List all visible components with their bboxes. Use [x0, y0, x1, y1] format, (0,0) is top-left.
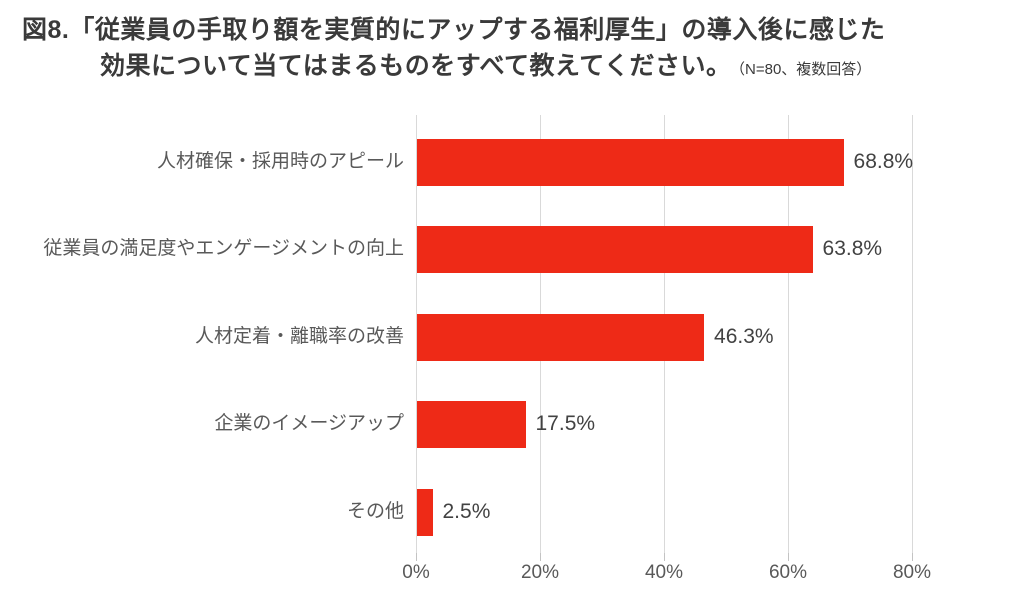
x-axis-label: 0% — [402, 562, 430, 583]
chart-title: 図8.「従業員の手取り額を実質的にアップする福利厚生」の導入後に感じた 効果につ… — [22, 12, 1012, 85]
value-label: 63.8% — [822, 237, 883, 260]
chart-title-line2-text: 効果について当てはまるものをすべて教えてください。 — [100, 52, 732, 81]
value-label: 46.3% — [714, 325, 774, 348]
bar-row: 企業のイメージアップ 17.5% — [0, 380, 1026, 468]
bar-row: その他 2.5% — [0, 468, 1026, 556]
tick-mark-40pct — [664, 553, 665, 561]
chart-title-line1: 図8.「従業員の手取り額を実質的にアップする福利厚生」の導入後に感じた — [22, 16, 886, 44]
value-label: 17.5% — [535, 412, 596, 435]
category-label: その他 — [346, 500, 404, 522]
tick-mark-80pct — [912, 553, 913, 561]
x-axis-label: 40% — [644, 562, 684, 583]
bar-row: 人材確保・採用時のアピール 68.8% — [0, 118, 1026, 206]
category-label: 人材定着・離職率の改善 — [194, 325, 404, 347]
tick-mark-60pct — [788, 553, 789, 561]
x-axis: 0% 20% 40% 60% 80% — [402, 562, 1026, 590]
bar-row: 従業員の満足度やエンゲージメントの向上 63.8% — [0, 205, 1026, 293]
bar — [417, 225, 813, 273]
gridline-0pct — [416, 115, 417, 553]
bar-row: 人材定着・離職率の改善 46.3% — [0, 293, 1026, 381]
tick-mark-20pct — [540, 553, 541, 561]
value-label: 68.8% — [853, 150, 914, 173]
gridline-80pct — [912, 115, 913, 553]
x-axis-label: 60% — [768, 562, 808, 583]
bar — [417, 313, 705, 361]
x-axis-label: 20% — [520, 562, 560, 583]
bar — [417, 138, 844, 186]
sample-size-note: （N=80、複数回答） — [737, 61, 872, 79]
value-label: 2.5% — [442, 500, 491, 523]
bar — [417, 488, 433, 536]
x-axis-label: 80% — [892, 562, 932, 583]
bar — [417, 400, 526, 448]
category-label: 人材確保・採用時のアピール — [156, 150, 404, 172]
category-label: 従業員の満足度やエンゲージメントの向上 — [43, 237, 404, 259]
category-label: 企業のイメージアップ — [214, 412, 404, 434]
x-axis-ticks — [416, 553, 1026, 561]
chart-title-line2: 効果について当てはまるものをすべて教えてください。 （N=80、複数回答） — [22, 48, 1012, 84]
tick-mark-0pct — [416, 553, 417, 561]
gridline-60pct — [788, 115, 789, 553]
